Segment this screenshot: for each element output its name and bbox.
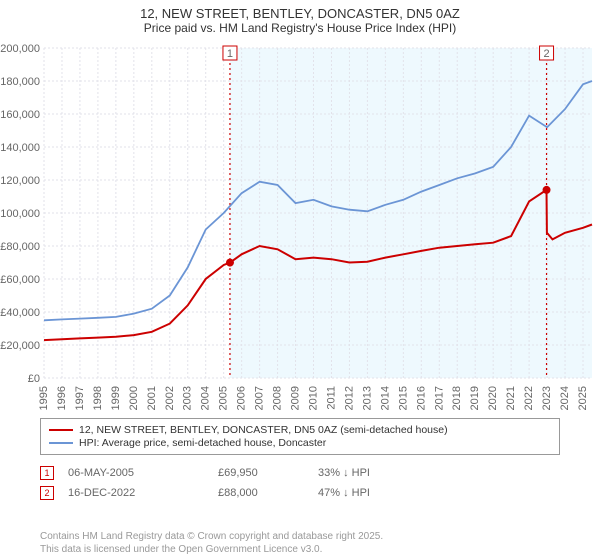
y-tick-label: £120,000 — [0, 175, 40, 187]
chart-svg: £0 £20,000 £40,000 £60,000 £80,000 £100,000 £1… — [0, 42, 600, 412]
y-tick-label: £200,000 — [0, 43, 40, 55]
x-tick-label: 2001 — [146, 386, 158, 410]
y-tick-label: £60,000 — [0, 274, 40, 286]
event-row-note: 33% ↓ HPI — [318, 467, 438, 479]
x-tick-label: 2008 — [272, 386, 284, 410]
y-tick-label: £160,000 — [0, 109, 40, 121]
event-row-date: 16-DEC-2022 — [68, 487, 218, 499]
chart-area: £0 £20,000 £40,000 £60,000 £80,000 £100,000 £1… — [0, 42, 600, 412]
legend-item: 12, NEW STREET, BENTLEY, DONCASTER, DN5 … — [49, 424, 551, 436]
y-tick-label: £100,000 — [0, 208, 40, 220]
events-table: 1 06-MAY-2005£69,95033% ↓ HPI 2 16-DEC-2022… — [40, 463, 560, 503]
y-tick-label: £140,000 — [0, 142, 40, 154]
event-marker: 1 — [227, 48, 233, 60]
x-tick-label: 2021 — [505, 386, 517, 410]
event-row: 1 06-MAY-2005£69,95033% ↓ HPI — [40, 463, 560, 483]
x-tick-label: 2004 — [200, 386, 212, 410]
x-tick-label: 2012 — [343, 386, 355, 410]
event-row: 2 16-DEC-2022£88,00047% ↓ HPI — [40, 483, 560, 503]
x-tick-label: 2005 — [218, 386, 230, 410]
chart-title: 12, NEW STREET, BENTLEY, DONCASTER, DN5 … — [0, 6, 600, 21]
legend-label: HPI: Average price, semi-detached house,… — [79, 437, 326, 449]
x-tick-label: 1995 — [38, 386, 50, 410]
legend: 12, NEW STREET, BENTLEY, DONCASTER, DN5 … — [40, 418, 560, 455]
x-tick-label: 2018 — [451, 386, 463, 410]
legend-label: 12, NEW STREET, BENTLEY, DONCASTER, DN5 … — [79, 424, 448, 436]
x-tick-label: 2015 — [397, 386, 409, 410]
x-tick-label: 2013 — [361, 386, 373, 410]
x-tick-label: 2022 — [523, 386, 535, 410]
legend-swatch — [49, 429, 73, 431]
x-tick-label: 2011 — [325, 386, 337, 410]
x-tick-label: 2025 — [577, 386, 589, 410]
y-tick-label: £80,000 — [0, 241, 40, 253]
x-tick-label: 2020 — [487, 386, 499, 410]
x-tick-label: 2009 — [290, 386, 302, 410]
x-tick-label: 2006 — [236, 386, 248, 410]
x-tick-label: 1998 — [92, 386, 104, 410]
event-row-marker: 2 — [40, 486, 54, 500]
x-tick-label: 2000 — [128, 386, 140, 410]
x-tick-label: 1997 — [74, 386, 86, 410]
event-marker: 2 — [543, 48, 549, 60]
chart-subtitle: Price paid vs. HM Land Registry's House … — [0, 21, 600, 35]
x-tick-label: 1996 — [56, 386, 68, 410]
y-tick-label: £40,000 — [0, 307, 40, 319]
x-tick-label: 2014 — [379, 386, 391, 410]
x-tick-label: 2003 — [182, 386, 194, 410]
y-tick-label: £0 — [28, 373, 40, 385]
event-row-price: £88,000 — [218, 487, 318, 499]
x-tick-label: 2010 — [308, 386, 320, 410]
x-tick-label: 2007 — [254, 386, 266, 410]
footer-line-1: Contains HM Land Registry data © Crown c… — [40, 531, 383, 544]
x-tick-label: 2002 — [164, 386, 176, 410]
event-row-note: 47% ↓ HPI — [318, 487, 438, 499]
footer: Contains HM Land Registry data © Crown c… — [40, 531, 383, 556]
x-tick-label: 2016 — [415, 386, 427, 410]
legend-swatch — [49, 442, 73, 444]
legend-item: HPI: Average price, semi-detached house,… — [49, 437, 551, 449]
event-row-price: £69,950 — [218, 467, 318, 479]
x-tick-label: 2024 — [559, 386, 571, 410]
event-row-marker: 1 — [40, 466, 54, 480]
y-tick-label: £180,000 — [0, 76, 40, 88]
footer-line-2: This data is licensed under the Open Gov… — [40, 544, 383, 557]
event-row-date: 06-MAY-2005 — [68, 467, 218, 479]
x-tick-label: 1999 — [110, 386, 122, 410]
x-tick-label: 2017 — [433, 386, 445, 410]
x-tick-label: 2019 — [469, 386, 481, 410]
x-tick-label: 2023 — [541, 386, 553, 410]
y-tick-label: £20,000 — [0, 340, 40, 352]
